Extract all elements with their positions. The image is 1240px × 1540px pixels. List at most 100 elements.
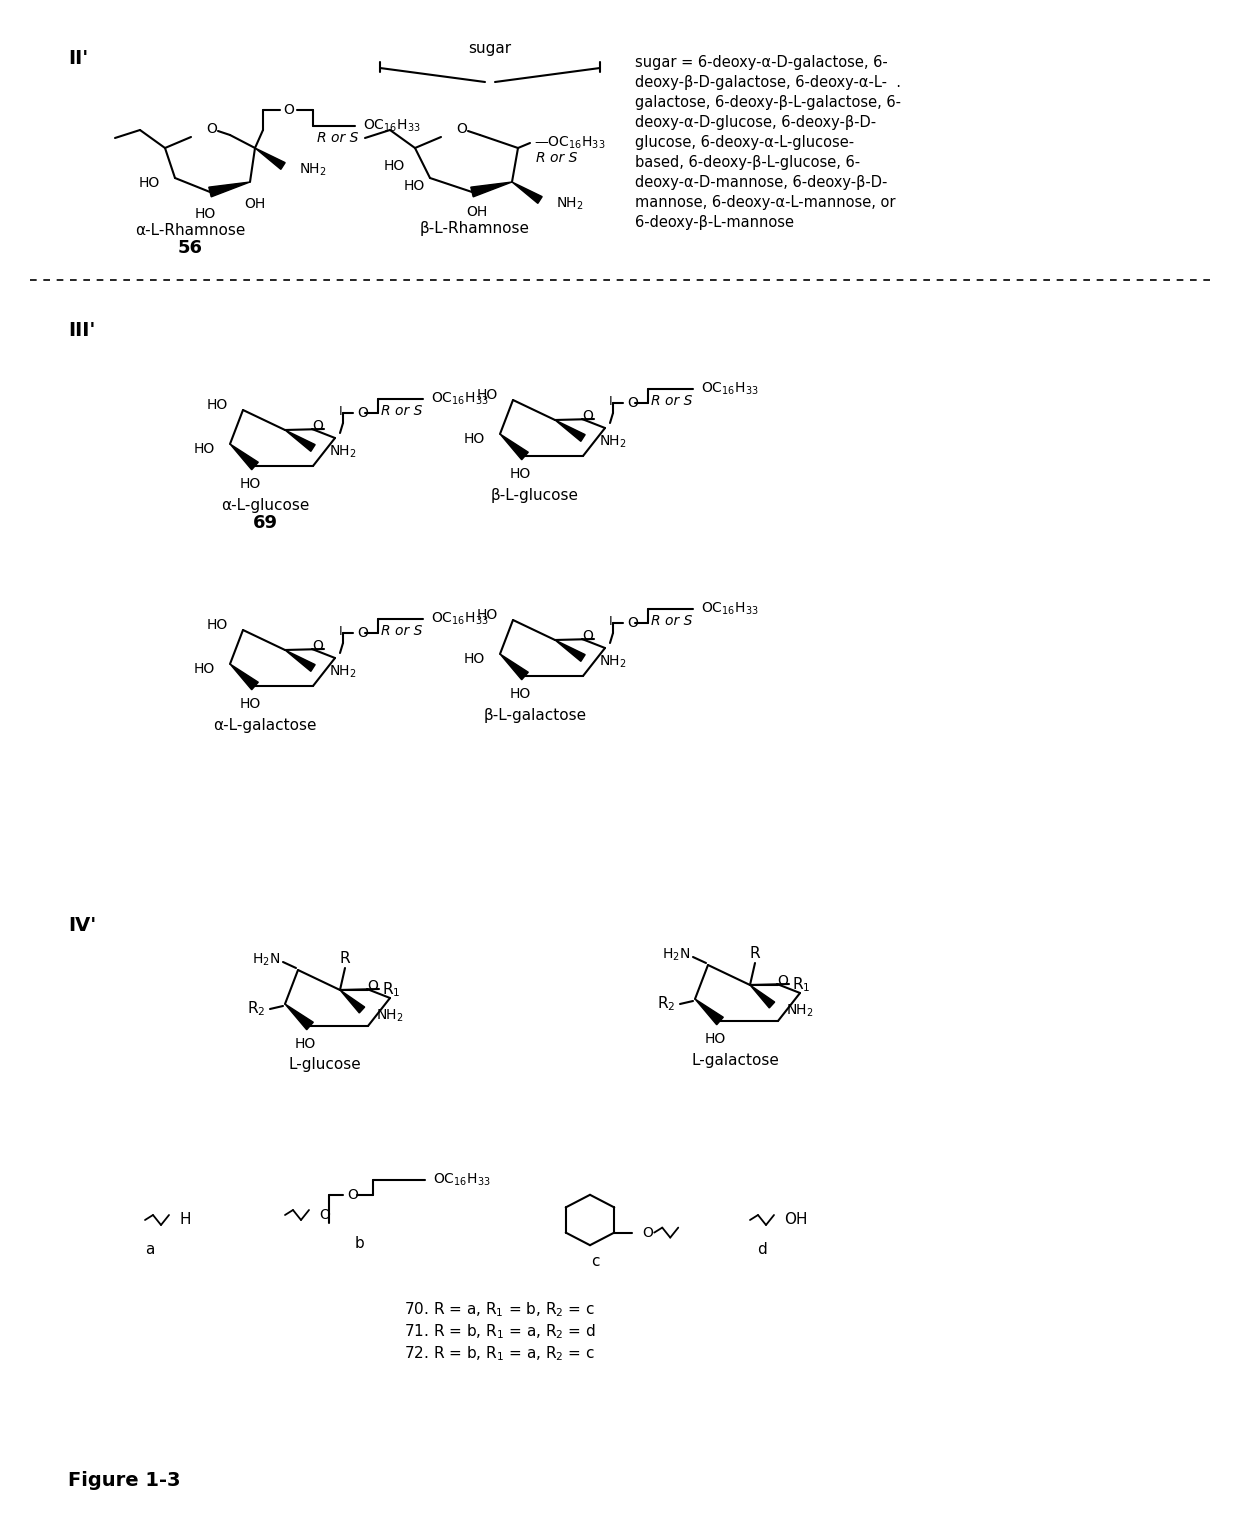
Text: R or S: R or S [317, 131, 358, 145]
Text: HO: HO [193, 442, 215, 456]
Text: HO: HO [404, 179, 425, 192]
Text: α-L-galactose: α-L-galactose [213, 718, 316, 733]
Text: deoxy-α-D-glucose, 6-deoxy-β-D-: deoxy-α-D-glucose, 6-deoxy-β-D- [635, 116, 877, 129]
Text: O: O [627, 616, 637, 630]
Text: β-L-galactose: β-L-galactose [484, 707, 587, 722]
Text: R or S: R or S [381, 403, 423, 417]
Text: deoxy-α-D-mannose, 6-deoxy-β-D-: deoxy-α-D-mannose, 6-deoxy-β-D- [635, 176, 888, 189]
Polygon shape [229, 664, 258, 690]
Text: R: R [750, 946, 760, 961]
Text: HO: HO [139, 176, 160, 189]
Text: 70. R = a, R$_1$ = b, R$_2$ = c: 70. R = a, R$_1$ = b, R$_2$ = c [404, 1301, 595, 1320]
Polygon shape [556, 420, 585, 442]
Text: NH$_2$: NH$_2$ [556, 196, 584, 213]
Polygon shape [208, 182, 250, 197]
Text: O: O [627, 396, 637, 410]
Text: R$_2$: R$_2$ [656, 995, 675, 1013]
Polygon shape [694, 999, 723, 1024]
Text: OC$_{16}$H$_{33}$: OC$_{16}$H$_{33}$ [363, 117, 420, 134]
Text: I: I [340, 405, 342, 417]
Text: —OC$_{16}$H$_{33}$: —OC$_{16}$H$_{33}$ [534, 136, 605, 151]
Text: OC$_{16}$H$_{33}$: OC$_{16}$H$_{33}$ [432, 391, 489, 407]
Text: OC$_{16}$H$_{33}$: OC$_{16}$H$_{33}$ [701, 380, 759, 397]
Text: a: a [145, 1243, 155, 1258]
Text: 72. R = b, R$_1$ = a, R$_2$ = c: 72. R = b, R$_1$ = a, R$_2$ = c [404, 1344, 595, 1363]
Polygon shape [500, 654, 528, 679]
Text: NH$_2$: NH$_2$ [299, 162, 326, 179]
Text: O: O [456, 122, 467, 136]
Text: R: R [340, 950, 351, 966]
Text: I: I [609, 394, 613, 408]
Text: II': II' [68, 48, 88, 68]
Polygon shape [500, 434, 528, 460]
Text: OC$_{16}$H$_{33}$: OC$_{16}$H$_{33}$ [433, 1172, 491, 1189]
Text: L-glucose: L-glucose [289, 1058, 361, 1072]
Text: O: O [319, 1207, 330, 1223]
Text: R or S: R or S [651, 394, 692, 408]
Polygon shape [229, 444, 258, 470]
Polygon shape [255, 148, 285, 169]
Text: HO: HO [704, 1032, 725, 1046]
Text: HO: HO [383, 159, 405, 172]
Text: R or S: R or S [651, 614, 692, 628]
Text: L-galactose: L-galactose [691, 1052, 779, 1067]
Text: O: O [347, 1187, 358, 1203]
Text: NH$_2$: NH$_2$ [599, 654, 626, 670]
Text: O: O [312, 639, 324, 653]
Polygon shape [285, 1004, 314, 1030]
Text: sugar = 6-deoxy-α-D-galactose, 6-: sugar = 6-deoxy-α-D-galactose, 6- [635, 55, 888, 69]
Text: OC$_{16}$H$_{33}$: OC$_{16}$H$_{33}$ [432, 611, 489, 627]
Text: IV': IV' [68, 915, 97, 935]
Text: R$_1$: R$_1$ [792, 976, 811, 995]
Text: O: O [207, 122, 217, 136]
Text: R$_2$: R$_2$ [247, 999, 265, 1018]
Text: OH: OH [466, 205, 487, 219]
Text: HO: HO [207, 397, 228, 413]
Text: NH$_2$: NH$_2$ [376, 1007, 404, 1024]
Text: 71. R = b, R$_1$ = a, R$_2$ = d: 71. R = b, R$_1$ = a, R$_2$ = d [404, 1323, 596, 1341]
Text: O: O [367, 979, 378, 993]
Text: HO: HO [193, 662, 215, 676]
Text: NH$_2$: NH$_2$ [786, 1003, 813, 1019]
Text: O: O [642, 1226, 653, 1240]
Text: HO: HO [464, 433, 485, 447]
Text: d: d [758, 1243, 766, 1258]
Polygon shape [471, 182, 512, 197]
Text: HO: HO [294, 1036, 316, 1050]
Polygon shape [285, 430, 315, 451]
Text: O: O [777, 973, 789, 989]
Text: H$_2$N: H$_2$N [662, 947, 689, 962]
Text: based, 6-deoxy-β-L-glucose, 6-: based, 6-deoxy-β-L-glucose, 6- [635, 156, 861, 169]
Text: O: O [283, 103, 294, 117]
Text: HO: HO [510, 467, 531, 480]
Text: galactose, 6-deoxy-β-L-galactose, 6-: galactose, 6-deoxy-β-L-galactose, 6- [635, 95, 901, 109]
Polygon shape [340, 990, 365, 1013]
Text: OC$_{16}$H$_{33}$: OC$_{16}$H$_{33}$ [701, 601, 759, 618]
Text: I: I [340, 625, 342, 638]
Text: sugar: sugar [469, 40, 512, 55]
Text: b: b [355, 1235, 365, 1250]
Text: α-L-Rhamnose: α-L-Rhamnose [135, 222, 246, 237]
Text: HO: HO [476, 388, 498, 402]
Text: OH: OH [244, 197, 265, 211]
Polygon shape [556, 641, 585, 661]
Text: NH$_2$: NH$_2$ [329, 444, 357, 460]
Text: H$_2$N: H$_2$N [252, 952, 280, 969]
Text: H: H [179, 1212, 191, 1227]
Text: OH: OH [784, 1212, 807, 1227]
Text: c: c [590, 1255, 599, 1269]
Text: 56: 56 [177, 239, 202, 257]
Text: HO: HO [476, 608, 498, 622]
Text: O: O [357, 625, 368, 641]
Text: NH$_2$: NH$_2$ [329, 664, 357, 681]
Text: I: I [609, 614, 613, 627]
Text: glucose, 6-deoxy-α-L-glucose-: glucose, 6-deoxy-α-L-glucose- [635, 136, 854, 149]
Polygon shape [285, 650, 315, 671]
Polygon shape [750, 986, 775, 1009]
Text: 6-deoxy-β-L-mannose: 6-deoxy-β-L-mannose [635, 216, 794, 229]
Text: HO: HO [195, 206, 216, 222]
Text: β-L-Rhamnose: β-L-Rhamnose [420, 220, 529, 236]
Text: α-L-glucose: α-L-glucose [221, 497, 309, 513]
Text: HO: HO [239, 477, 260, 491]
Text: NH$_2$: NH$_2$ [599, 434, 626, 450]
